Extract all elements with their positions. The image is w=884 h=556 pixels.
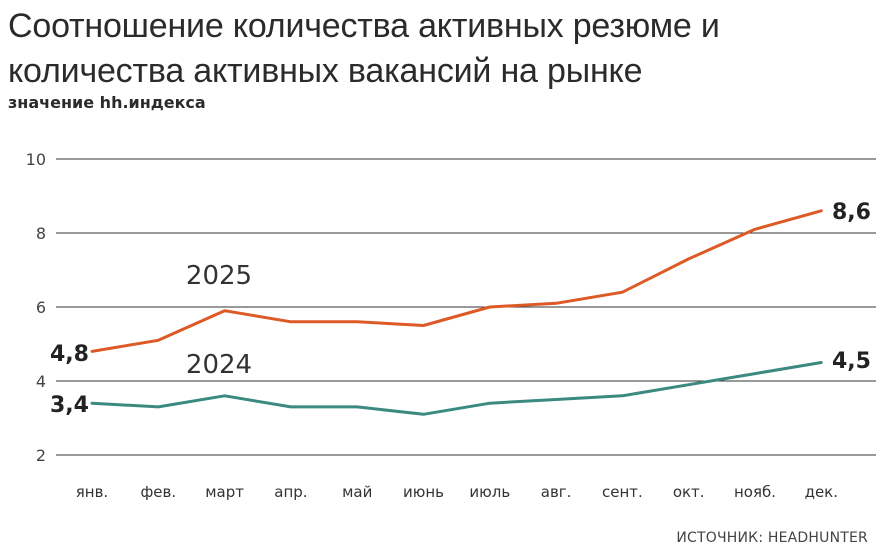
y-tick-label: 4 bbox=[36, 372, 46, 391]
source-note: ИСТОЧНИК: HEADHUNTER bbox=[676, 530, 868, 546]
end-value-label-2024: 4,5 bbox=[832, 349, 871, 374]
x-tick-label: сент. bbox=[602, 483, 643, 501]
x-tick-label: фев. bbox=[140, 483, 176, 501]
y-tick-label: 10 bbox=[26, 150, 46, 169]
series-label-2024: 2024 bbox=[186, 350, 252, 380]
x-tick-label: май bbox=[342, 483, 372, 501]
x-tick-label: апр. bbox=[274, 483, 307, 501]
x-tick-label: окт. bbox=[673, 483, 705, 501]
end-value-label-2025: 8,6 bbox=[832, 200, 871, 225]
x-tick-label: июнь bbox=[403, 483, 444, 501]
x-tick-label: дек. bbox=[805, 483, 838, 501]
start-value-label-2025: 4,8 bbox=[50, 342, 89, 367]
series-line-2025 bbox=[90, 209, 823, 353]
chart-subtitle: значение hh.индекса bbox=[8, 93, 206, 112]
x-tick-label: нояб. bbox=[734, 483, 776, 501]
series-label-2025: 2025 bbox=[186, 261, 252, 291]
x-tick-label: янв. bbox=[76, 483, 108, 501]
x-tick-label: июль bbox=[469, 483, 510, 501]
x-tick-label: авг. bbox=[541, 483, 572, 501]
x-tick-label: март bbox=[205, 483, 244, 501]
y-tick-label: 6 bbox=[36, 298, 46, 317]
y-tick-label: 2 bbox=[36, 446, 46, 465]
chart-title: Соотношение количества активных резюме и… bbox=[8, 7, 720, 90]
start-value-label-2024: 3,4 bbox=[50, 393, 89, 418]
y-tick-label: 8 bbox=[36, 224, 46, 243]
series-line-2024 bbox=[90, 361, 823, 416]
